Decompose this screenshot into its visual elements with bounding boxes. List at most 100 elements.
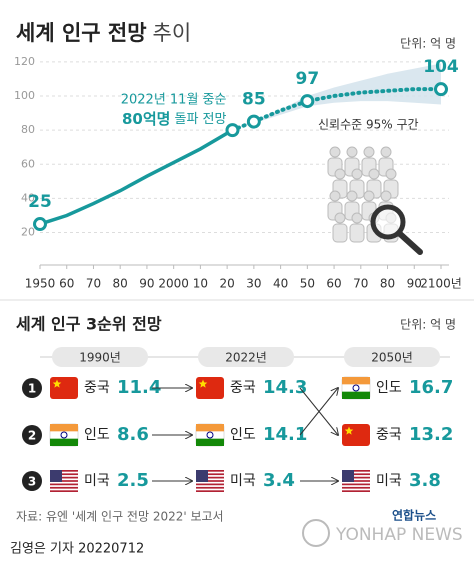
source: 자료: 유엔 '세계 인구 전망 2022' 보고서 (16, 510, 224, 524)
y-tick-label: 100 (14, 89, 35, 102)
y-tick-label: 20 (21, 226, 35, 239)
flag-stripe (342, 473, 370, 476)
flag-band (342, 391, 370, 399)
person-head (368, 168, 380, 180)
flag-stripe (342, 476, 370, 479)
flag-stripe (50, 473, 78, 476)
person-head (385, 168, 397, 180)
value: 14.3 (263, 377, 307, 398)
value: 2.5 (117, 470, 149, 491)
ranking-unit: 단위: 억 명 (400, 318, 456, 332)
value-label: 97 (295, 69, 319, 89)
x-tick-label: 1950 (25, 277, 56, 291)
person-head (346, 190, 358, 202)
unit: 단위: 억 명 (400, 37, 456, 51)
point (225, 123, 240, 138)
flag-icon (49, 423, 79, 447)
country: 중국 (84, 380, 110, 396)
flag-band (342, 377, 370, 385)
x-tick-label: 20 (219, 277, 234, 291)
value: 11.4 (117, 377, 161, 398)
magnifier-handle (396, 230, 423, 255)
flag-icon (50, 377, 78, 399)
point (434, 82, 448, 97)
value-label: 104 (423, 57, 459, 77)
flag-band (196, 424, 224, 432)
y-tick-label: 80 (21, 123, 35, 136)
flag-icon (196, 377, 224, 399)
flag-stripe (342, 470, 370, 472)
flag-stripe (50, 490, 78, 492)
point (300, 94, 315, 109)
country: 중국 (376, 427, 402, 443)
x-tick-label: 90 (407, 277, 422, 291)
person-head (363, 190, 375, 202)
rank-number: 1 (28, 382, 36, 396)
year-label: 2050년 (371, 351, 413, 365)
band-label: 신뢰수준 95% 구간 (318, 118, 419, 132)
country: 인도 (230, 427, 256, 443)
year-label: 1990년 (79, 351, 121, 365)
flag-stripe (196, 483, 224, 486)
flag-icon (195, 423, 225, 447)
flag-icon (342, 424, 370, 446)
person-head (329, 190, 341, 202)
value: 3.4 (263, 470, 295, 491)
country: 미국 (84, 473, 110, 489)
country: 인도 (84, 427, 110, 443)
point (33, 217, 47, 232)
year-pill (344, 347, 440, 367)
country: 미국 (376, 473, 402, 489)
year-pill (52, 347, 148, 367)
arrow (299, 388, 338, 436)
country: 미국 (230, 473, 256, 489)
person-body (332, 223, 348, 243)
flag-stripe (196, 490, 224, 492)
flag-wheel (60, 431, 68, 439)
point (246, 114, 261, 129)
flag-stripe (196, 476, 224, 479)
flag (342, 424, 370, 446)
byline: 김영은 기자 20220712 (10, 542, 144, 557)
flag-stripe (50, 476, 78, 479)
flag-stripe (196, 470, 224, 472)
flag-icon (341, 376, 371, 400)
flag-stripe (342, 483, 370, 486)
person-head (380, 146, 392, 158)
flag-stripe (50, 470, 78, 472)
rank-badge (22, 425, 42, 445)
value: 14.1 (263, 424, 307, 445)
flag-wheel (206, 431, 214, 439)
watermark-icon (302, 519, 330, 547)
flag-stripe (196, 480, 224, 482)
annotation-line1: 2022년 11월 중순 (121, 93, 227, 108)
x-tick-label: 70 (86, 277, 101, 291)
value-label: 85 (242, 90, 266, 110)
person-body (349, 223, 365, 243)
person-head (363, 146, 375, 158)
person-head (329, 146, 341, 158)
magnifier (370, 204, 406, 240)
flag-canton (50, 470, 62, 482)
country: 중국 (230, 380, 256, 396)
flag-stripe (342, 480, 370, 482)
y-tick-label: 120 (14, 55, 35, 68)
year-label: 2022년 (225, 351, 267, 365)
flag-band (50, 438, 78, 446)
flag-stripe (342, 490, 370, 492)
person-head (380, 190, 392, 202)
x-tick-label: 50 (300, 277, 315, 291)
x-tick-label: 60 (326, 277, 341, 291)
flag-icon (196, 470, 224, 492)
flag-stripe (342, 486, 370, 489)
value: 8.6 (117, 424, 149, 445)
x-tick-label: 60 (59, 277, 74, 291)
value-label: 25 (28, 192, 52, 212)
annotation-text: 돌파 전망 (174, 112, 226, 127)
x-tick-label: 80 (380, 277, 395, 291)
annotation-highlight: 80억명 (122, 110, 170, 128)
x-tick-label: 40 (273, 277, 288, 291)
person-head (351, 212, 363, 224)
flag-band (196, 438, 224, 446)
